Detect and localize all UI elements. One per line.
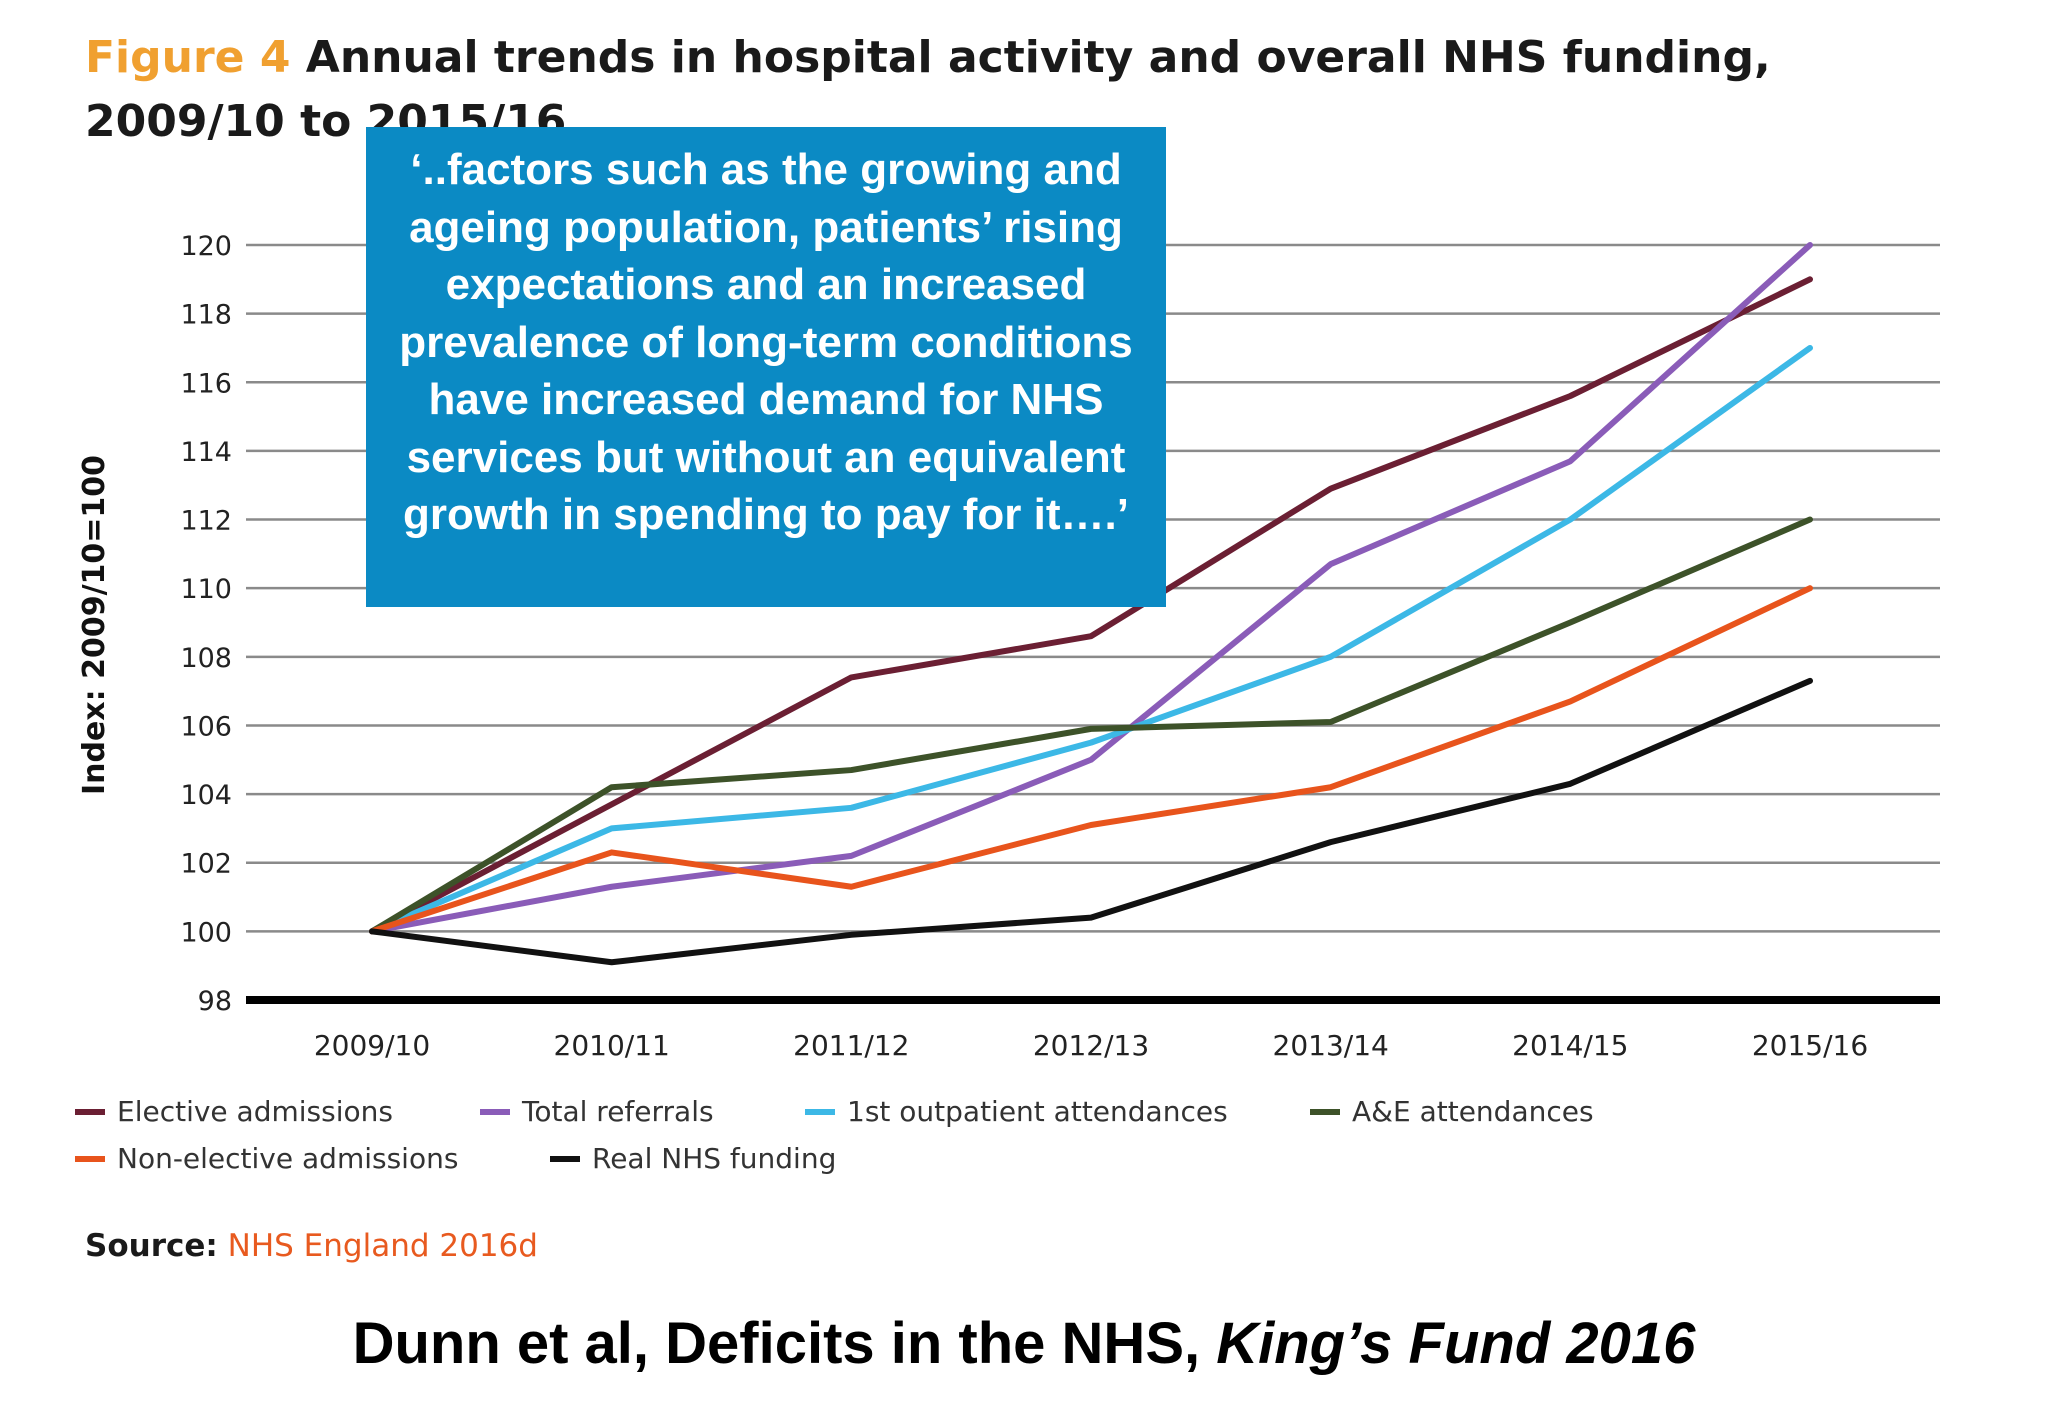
y-tick-label: 100 <box>180 917 232 948</box>
citation: Dunn et al, Deficits in the NHS, King’s … <box>0 1310 2048 1377</box>
citation-main: Dunn et al, Deficits in the NHS, <box>352 1311 1201 1376</box>
legend-label: Real NHS funding <box>592 1142 837 1175</box>
x-tick-label: 2013/14 <box>1273 1029 1389 1062</box>
source-reference: NHS England 2016d <box>227 1228 538 1264</box>
legend-item: Elective admissions <box>75 1095 393 1128</box>
legend-swatch <box>75 1108 105 1115</box>
legend-item: Non-elective admissions <box>75 1142 458 1175</box>
y-tick-label: 104 <box>180 780 232 811</box>
legend-item: 1st outpatient attendances <box>805 1095 1228 1128</box>
series-line-a-e-attendances <box>369 516 1813 935</box>
y-tick-label: 118 <box>180 300 232 331</box>
x-tick-label: 2010/11 <box>554 1029 670 1062</box>
x-tick-label: 2012/13 <box>1033 1029 1149 1062</box>
chart-title: Figure 4 Annual trends in hospital activ… <box>85 26 1965 154</box>
legend-label: Total referrals <box>522 1095 714 1128</box>
y-tick-label: 112 <box>180 506 232 537</box>
y-tick-label: 106 <box>180 711 232 742</box>
legend-swatch <box>480 1108 510 1115</box>
legend-swatch <box>75 1155 105 1162</box>
x-axis-ticks: 2009/10 2010/11 2011/12 2012/13 2013/14 2014/… <box>314 1029 1868 1062</box>
figure-label: Figure 4 <box>85 32 291 83</box>
y-tick-label: 120 <box>180 231 232 262</box>
legend-item: Total referrals <box>480 1095 714 1128</box>
legend-swatch <box>1310 1108 1340 1115</box>
y-tick-label: 108 <box>180 643 232 674</box>
series-line-total-referrals <box>369 242 1813 935</box>
legend-label: Elective admissions <box>117 1095 393 1128</box>
y-tick-label: 110 <box>180 574 232 605</box>
legend-swatch <box>805 1108 835 1115</box>
legend-item: Real NHS funding <box>550 1142 836 1175</box>
legend-item: A&E attendances <box>1310 1095 1594 1128</box>
x-tick-label: 2011/12 <box>793 1029 909 1062</box>
y-tick-label: 116 <box>180 368 232 399</box>
chart-legend: Elective admissions Total referrals 1st ou… <box>75 1095 1635 1195</box>
series-line-non-elective-admissions <box>369 585 1813 935</box>
series-line-elective-admissions <box>369 276 1813 935</box>
series-line-1st-outpatient-attendances <box>369 344 1813 935</box>
series-lines <box>369 242 1813 966</box>
series-line-real-nhs-funding <box>369 677 1813 966</box>
source-note: Source: NHS England 2016d <box>85 1228 538 1264</box>
legend-swatch <box>550 1155 580 1162</box>
x-tick-label: 2014/15 <box>1512 1029 1628 1062</box>
x-tick-label: 2015/16 <box>1752 1029 1868 1062</box>
x-tick-label: 2009/10 <box>314 1029 430 1062</box>
y-tick-label: 114 <box>180 437 232 468</box>
figure-title-text: Annual trends in hospital activity and o… <box>85 32 1771 147</box>
legend-label: Non-elective admissions <box>117 1142 459 1175</box>
citation-italic: King’s Fund 2016 <box>1216 1311 1696 1376</box>
y-axis-label: Index: 2009/10=100 <box>77 455 112 795</box>
quote-callout: ‘..factors such as the growing and agein… <box>366 127 1166 607</box>
y-axis-ticks: 98 100 102 104 106 108 110 112 114 116 118 120 <box>180 231 232 1017</box>
source-label: Source: <box>85 1228 218 1264</box>
legend-label: A&E attendances <box>1352 1095 1594 1128</box>
legend-label: 1st outpatient attendances <box>847 1095 1228 1128</box>
y-tick-label: 102 <box>180 849 232 880</box>
y-tick-label: 98 <box>198 986 232 1017</box>
